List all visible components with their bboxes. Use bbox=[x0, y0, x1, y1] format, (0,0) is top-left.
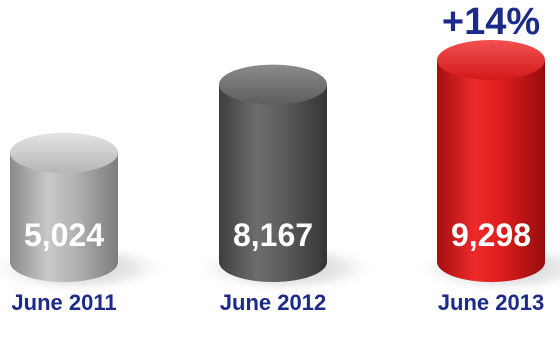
bar-body bbox=[219, 84, 327, 282]
category-label: June 2013 bbox=[438, 290, 544, 315]
category-label: June 2011 bbox=[11, 290, 116, 315]
category-label: June 2012 bbox=[220, 290, 326, 315]
data-label: 8,167 bbox=[233, 217, 313, 253]
bar-body bbox=[437, 60, 545, 282]
cylinder-bar-2 bbox=[193, 64, 381, 294]
bar-top bbox=[437, 40, 545, 80]
cylinder-bar-3 bbox=[411, 40, 560, 294]
data-label: 9,298 bbox=[451, 217, 531, 253]
bar-body bbox=[10, 152, 118, 282]
bar-top bbox=[219, 64, 327, 105]
growth-annotation: +14% bbox=[442, 1, 540, 43]
data-label: 5,024 bbox=[24, 217, 104, 253]
bar-top bbox=[10, 132, 118, 173]
cylinder-bar-1 bbox=[0, 132, 172, 294]
